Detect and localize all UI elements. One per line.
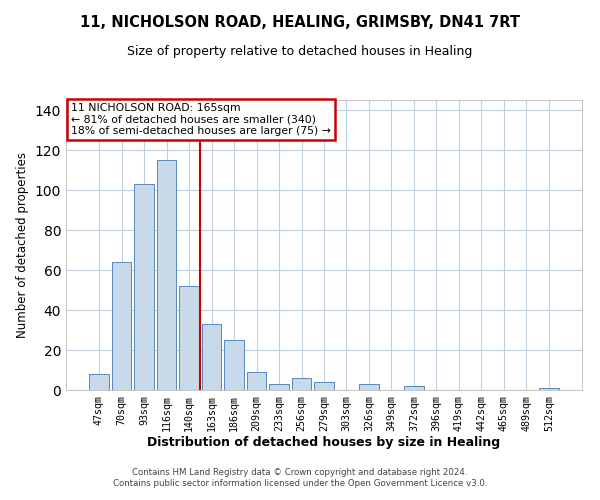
Bar xyxy=(202,324,221,390)
Bar xyxy=(292,378,311,390)
Bar xyxy=(157,160,176,390)
Bar xyxy=(112,262,131,390)
Bar xyxy=(89,374,109,390)
Text: 11, NICHOLSON ROAD, HEALING, GRIMSBY, DN41 7RT: 11, NICHOLSON ROAD, HEALING, GRIMSBY, DN… xyxy=(80,15,520,30)
Bar xyxy=(359,384,379,390)
Text: Size of property relative to detached houses in Healing: Size of property relative to detached ho… xyxy=(127,45,473,58)
Bar xyxy=(314,382,334,390)
Bar xyxy=(269,384,289,390)
Bar xyxy=(224,340,244,390)
Bar xyxy=(179,286,199,390)
Y-axis label: Number of detached properties: Number of detached properties xyxy=(16,152,29,338)
Text: Contains HM Land Registry data © Crown copyright and database right 2024.
Contai: Contains HM Land Registry data © Crown c… xyxy=(113,468,487,487)
Text: 11 NICHOLSON ROAD: 165sqm
← 81% of detached houses are smaller (340)
18% of semi: 11 NICHOLSON ROAD: 165sqm ← 81% of detac… xyxy=(71,103,331,136)
Bar xyxy=(247,372,266,390)
Bar xyxy=(539,388,559,390)
X-axis label: Distribution of detached houses by size in Healing: Distribution of detached houses by size … xyxy=(148,436,500,450)
Bar xyxy=(134,184,154,390)
Bar xyxy=(404,386,424,390)
